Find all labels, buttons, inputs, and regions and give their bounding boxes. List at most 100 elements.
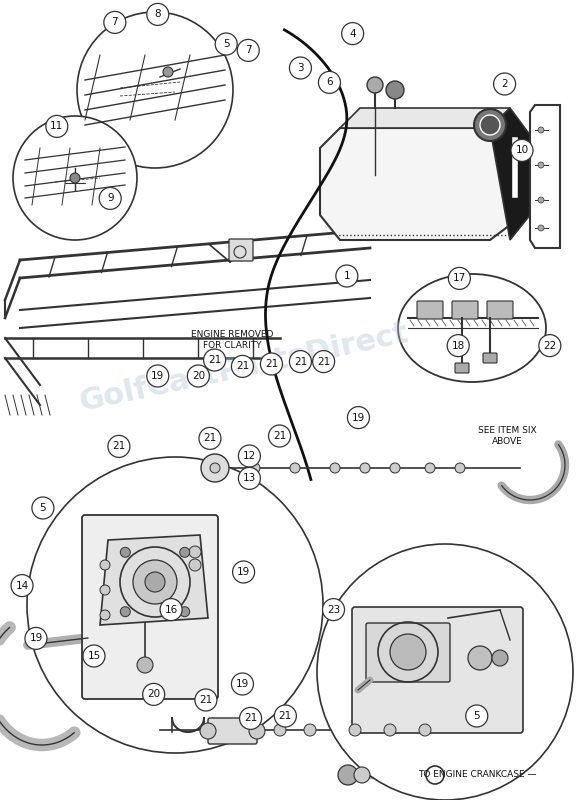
Circle shape <box>231 673 253 695</box>
Circle shape <box>318 71 340 94</box>
Text: 10: 10 <box>516 146 528 155</box>
Circle shape <box>447 334 469 357</box>
FancyBboxPatch shape <box>487 301 513 319</box>
Circle shape <box>313 350 335 373</box>
Text: 12: 12 <box>243 451 256 461</box>
Circle shape <box>27 457 323 753</box>
FancyBboxPatch shape <box>229 239 253 261</box>
Circle shape <box>468 646 492 670</box>
Text: 17: 17 <box>453 274 466 283</box>
Circle shape <box>70 173 80 183</box>
Circle shape <box>354 767 370 783</box>
Circle shape <box>274 724 286 736</box>
Circle shape <box>455 463 465 473</box>
Circle shape <box>32 497 54 519</box>
Text: 21: 21 <box>244 714 257 723</box>
Circle shape <box>390 463 400 473</box>
Circle shape <box>120 606 130 617</box>
Circle shape <box>108 435 130 458</box>
Circle shape <box>240 707 262 730</box>
Circle shape <box>448 267 470 290</box>
Text: 11: 11 <box>50 122 63 131</box>
Text: 19: 19 <box>151 371 164 381</box>
Circle shape <box>386 81 404 99</box>
Text: 19: 19 <box>236 679 249 689</box>
Text: 21: 21 <box>208 355 221 365</box>
Circle shape <box>180 547 190 558</box>
Text: 21: 21 <box>279 711 292 721</box>
Text: 21: 21 <box>200 695 212 705</box>
FancyBboxPatch shape <box>366 623 450 682</box>
Text: 5: 5 <box>39 503 46 513</box>
Circle shape <box>360 463 370 473</box>
Circle shape <box>195 689 217 711</box>
Text: 13: 13 <box>243 474 256 483</box>
Circle shape <box>187 365 209 387</box>
Circle shape <box>290 463 300 473</box>
Circle shape <box>100 585 110 595</box>
Text: 2: 2 <box>501 79 508 89</box>
Circle shape <box>317 544 573 800</box>
Circle shape <box>367 77 383 93</box>
Circle shape <box>237 39 259 62</box>
Circle shape <box>200 723 216 739</box>
Circle shape <box>145 572 165 592</box>
Text: 14: 14 <box>16 581 28 590</box>
Circle shape <box>269 425 291 447</box>
Text: 15: 15 <box>88 651 100 661</box>
Circle shape <box>238 467 260 490</box>
Text: 19: 19 <box>30 634 42 643</box>
Circle shape <box>289 57 311 79</box>
Text: 21: 21 <box>204 434 216 443</box>
Circle shape <box>492 650 508 666</box>
Circle shape <box>347 406 369 429</box>
Circle shape <box>215 33 237 55</box>
Polygon shape <box>490 108 530 240</box>
Circle shape <box>104 11 126 34</box>
Text: 20: 20 <box>192 371 205 381</box>
Circle shape <box>100 610 110 620</box>
Text: 19: 19 <box>237 567 250 577</box>
Circle shape <box>511 139 533 162</box>
Circle shape <box>160 598 182 621</box>
Text: TO ENGINE CRANKCASE —: TO ENGINE CRANKCASE — <box>418 770 536 779</box>
Circle shape <box>231 355 253 378</box>
Text: 21: 21 <box>236 362 249 371</box>
Circle shape <box>77 12 233 168</box>
Circle shape <box>99 187 121 210</box>
Circle shape <box>322 598 345 621</box>
FancyBboxPatch shape <box>417 301 443 319</box>
Circle shape <box>120 547 130 558</box>
Circle shape <box>163 67 173 77</box>
Circle shape <box>147 3 169 26</box>
Circle shape <box>143 683 165 706</box>
FancyBboxPatch shape <box>82 515 218 699</box>
Text: 22: 22 <box>543 341 556 350</box>
FancyBboxPatch shape <box>452 301 478 319</box>
Circle shape <box>204 349 226 371</box>
Circle shape <box>474 109 506 141</box>
Text: 1: 1 <box>343 271 350 281</box>
Circle shape <box>100 560 110 570</box>
Text: 5: 5 <box>473 711 480 721</box>
Text: 21: 21 <box>273 431 286 441</box>
Polygon shape <box>320 128 510 240</box>
Circle shape <box>238 445 260 467</box>
Text: 21: 21 <box>317 357 330 366</box>
Ellipse shape <box>398 274 546 382</box>
FancyBboxPatch shape <box>352 607 523 733</box>
Circle shape <box>539 334 561 357</box>
Circle shape <box>250 463 260 473</box>
Circle shape <box>419 724 431 736</box>
Circle shape <box>233 561 255 583</box>
Circle shape <box>13 116 137 240</box>
Text: 21: 21 <box>294 357 307 366</box>
Text: 5: 5 <box>223 39 230 49</box>
Circle shape <box>538 197 544 203</box>
Circle shape <box>466 705 488 727</box>
Circle shape <box>338 765 358 785</box>
Circle shape <box>189 559 201 571</box>
Text: SEE ITEM SIX
ABOVE: SEE ITEM SIX ABOVE <box>478 426 537 446</box>
Circle shape <box>25 627 47 650</box>
Circle shape <box>274 705 296 727</box>
